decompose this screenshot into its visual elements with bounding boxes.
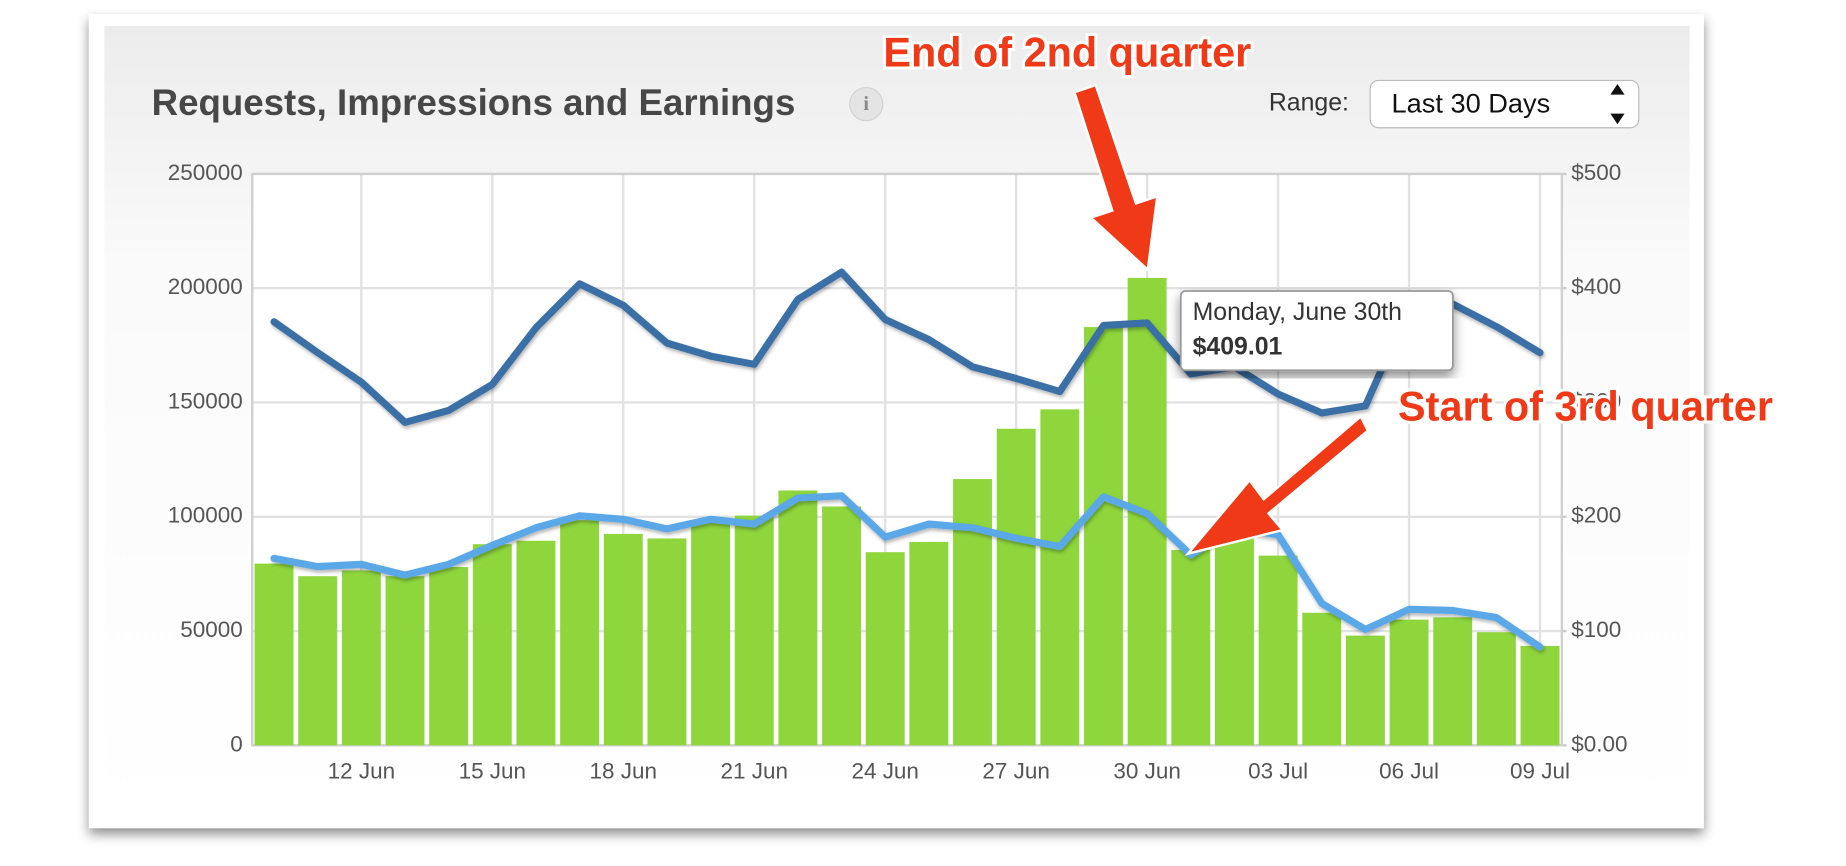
line	[270, 268, 1544, 426]
bar	[1258, 555, 1298, 746]
x-tick-label: 27 Jun	[982, 758, 1049, 783]
annotation-arrow	[1184, 414, 1370, 556]
bar	[1171, 549, 1211, 746]
bar	[778, 490, 818, 746]
bar	[1345, 635, 1385, 746]
bar	[1214, 538, 1254, 746]
y2-tick-label: $200	[1571, 503, 1621, 528]
x-tick-label: 15 Jun	[459, 758, 526, 783]
y2-tick-label: $500	[1571, 160, 1621, 185]
bar	[647, 538, 687, 746]
bar	[909, 541, 949, 746]
x-tick-label: 03 Jul	[1248, 758, 1308, 783]
y-tick-label: 50000	[180, 617, 242, 642]
bar	[865, 552, 905, 746]
bar	[560, 520, 600, 746]
y-tick-label: 0	[230, 731, 243, 756]
bar	[996, 428, 1036, 746]
x-tick-label: 24 Jun	[851, 758, 918, 783]
bar	[1302, 612, 1342, 746]
bar	[1476, 632, 1516, 746]
plot-area	[252, 173, 1562, 746]
bar	[472, 544, 512, 746]
x-tick-label: 12 Jun	[328, 758, 395, 783]
bar	[734, 515, 774, 746]
bar	[953, 479, 992, 746]
bar	[1433, 617, 1473, 746]
bar	[254, 563, 294, 746]
bar	[1040, 409, 1080, 746]
info-icon[interactable]	[849, 86, 884, 122]
y-tick-label: 200000	[168, 274, 243, 299]
bar	[603, 533, 643, 746]
y2-tick-label: $0.00	[1571, 731, 1627, 756]
bar	[691, 522, 731, 746]
tooltip-title: Monday, June 30th	[1193, 299, 1402, 326]
annotation: Start of 3rd quarter	[1398, 383, 1773, 429]
y2-tick-label: $300	[1571, 388, 1621, 413]
bar	[298, 576, 338, 746]
tooltip	[1179, 290, 1454, 372]
info-icon-glyph: i	[863, 93, 869, 115]
bar	[1520, 645, 1560, 746]
y-tick-label: 250000	[168, 160, 243, 185]
overlay: Monday, June 30th $409.01 End of 2nd quart…	[880, 27, 1776, 556]
line	[270, 492, 1544, 651]
range-value: Last 30 Days	[1391, 87, 1550, 118]
bar	[516, 540, 556, 746]
bar	[341, 570, 381, 746]
x-tick-label: 30 Jun	[1113, 758, 1180, 783]
bar	[429, 567, 469, 746]
y-tick-label: 100000	[168, 503, 243, 528]
annotation-arrow	[1072, 83, 1159, 273]
y-tick-label: 150000	[168, 388, 243, 413]
x-tick-label: 18 Jun	[590, 758, 657, 783]
select-arrows	[1610, 83, 1625, 125]
y2-tick-label: $100	[1571, 617, 1621, 642]
y2-tick-label: $400	[1571, 274, 1621, 299]
x-tick-label: 06 Jul	[1379, 758, 1439, 783]
bar	[822, 506, 862, 746]
chart: 0 50000 100000 150000 200000 250000 $0.00 $100 $…	[168, 160, 1628, 784]
plot-border	[251, 172, 1564, 747]
bar	[1389, 619, 1429, 746]
bar	[385, 576, 425, 746]
panel-title: Requests, Impressions and Earnings	[152, 82, 796, 123]
annotation: End of 2nd quarter	[883, 30, 1251, 76]
x-tick-label: 09 Jul	[1510, 758, 1570, 783]
range-label: Range:	[1269, 90, 1349, 117]
x-tick-label: 21 Jun	[721, 758, 788, 783]
range-select[interactable]	[1369, 79, 1640, 129]
tooltip-value: $409.01	[1193, 333, 1283, 360]
bar	[1084, 327, 1123, 746]
